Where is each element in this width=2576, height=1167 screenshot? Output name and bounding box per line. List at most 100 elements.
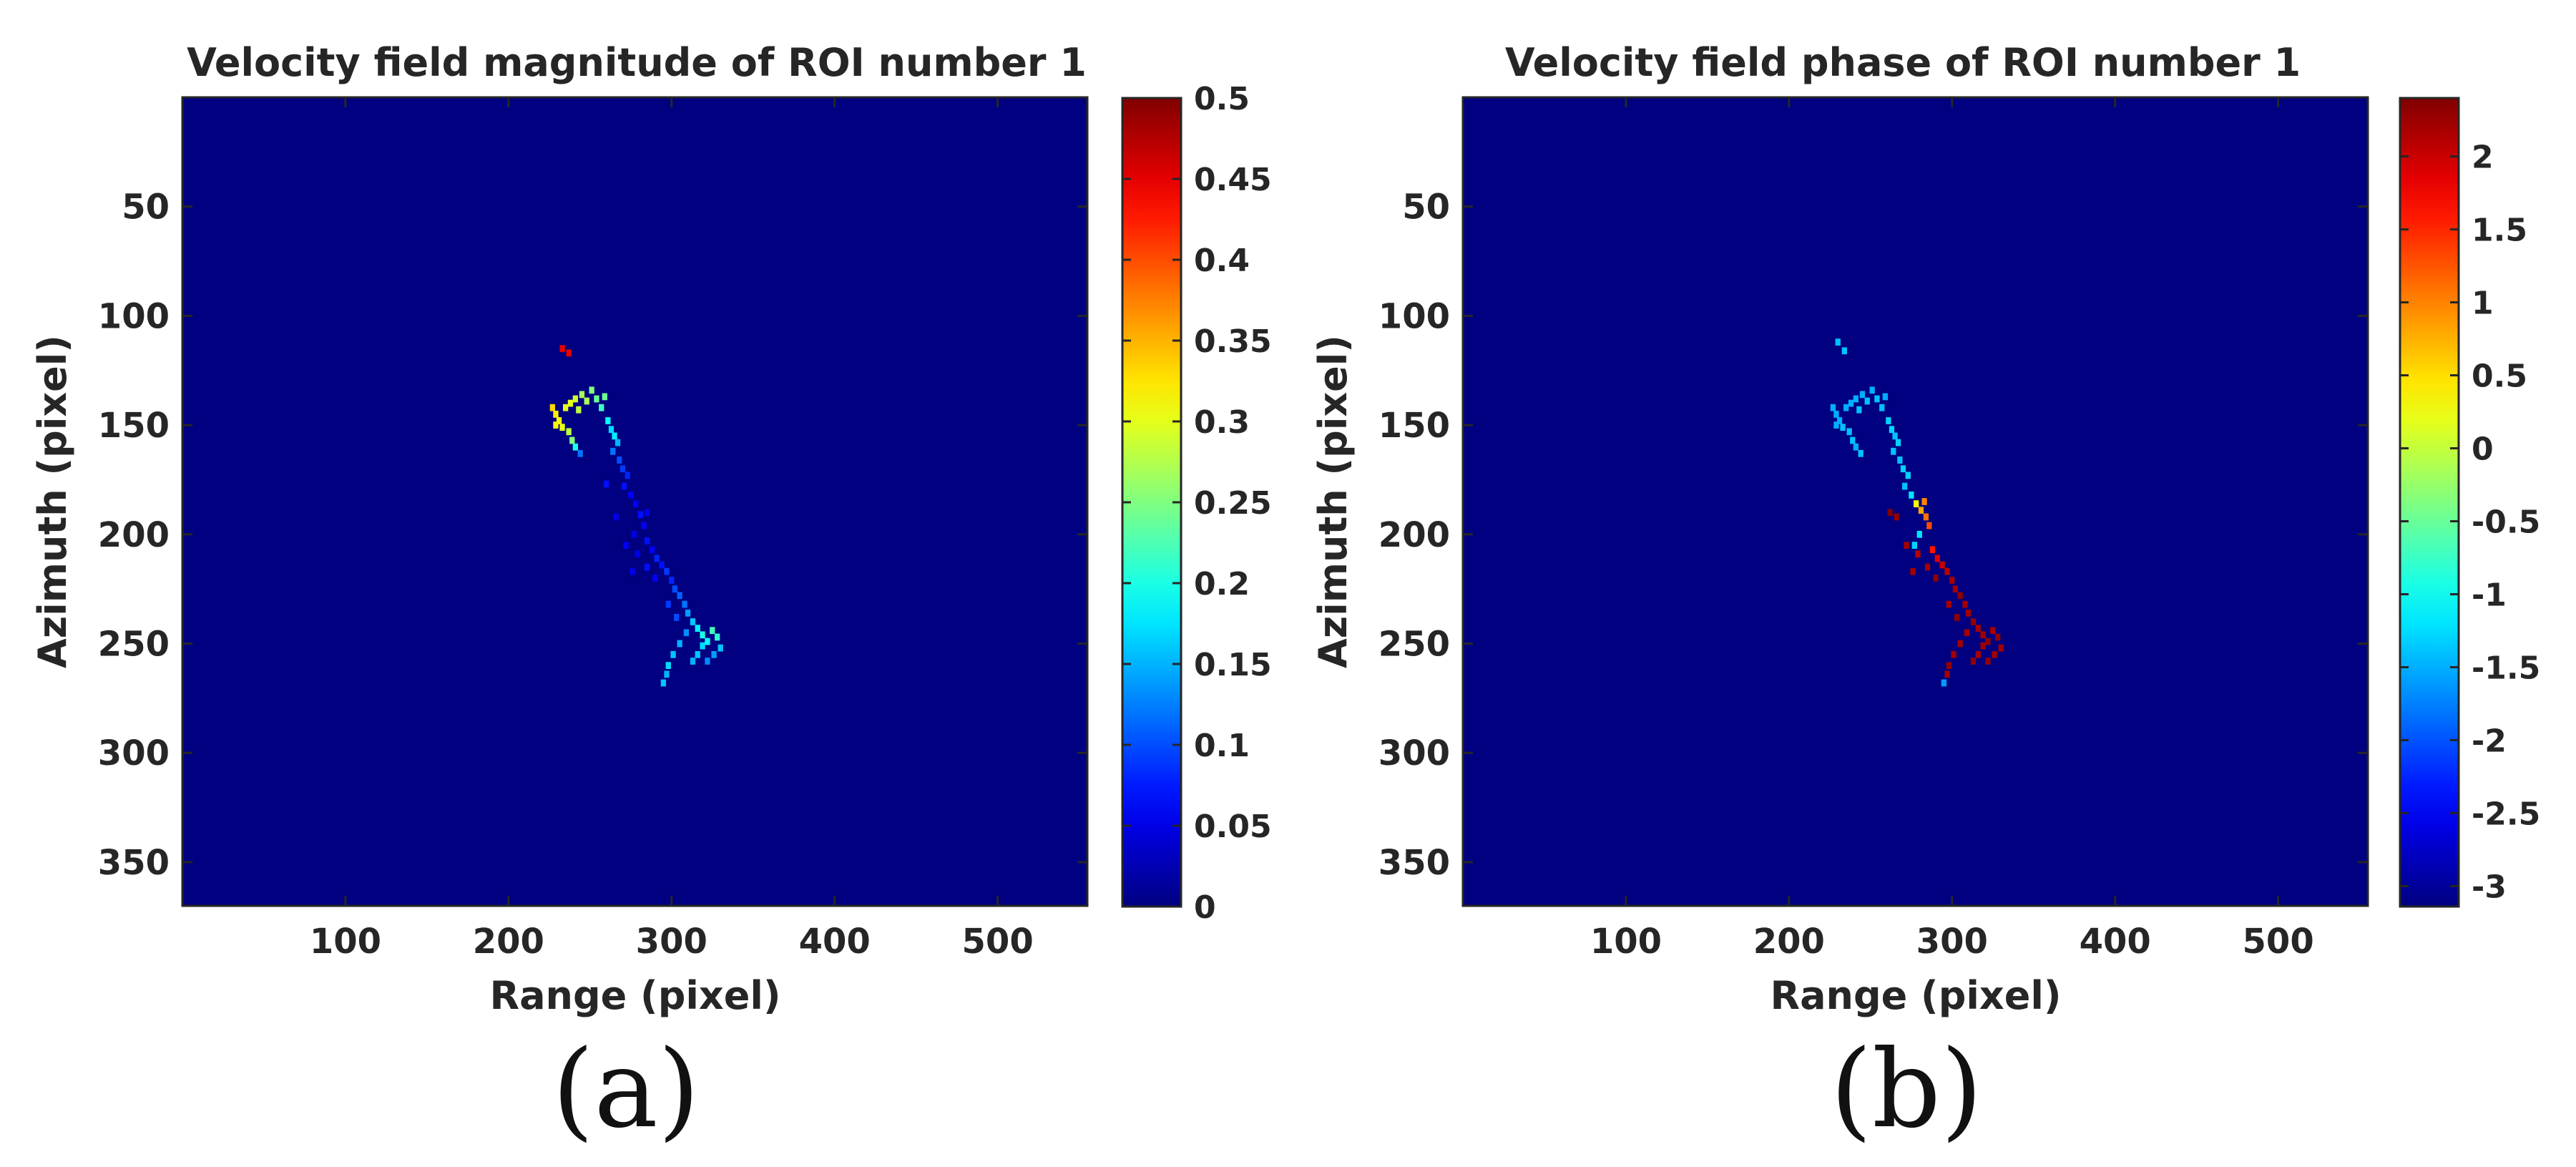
data-point — [1879, 404, 1885, 411]
data-point — [1833, 411, 1839, 418]
panel-a-y-ticks: 50 100 150 200 250 300 350 — [98, 187, 1087, 883]
data-point — [1858, 449, 1864, 457]
data-point — [705, 658, 710, 665]
colorbar-tick-label: 0 — [1194, 889, 1216, 926]
colorbar-tick-label: 0.1 — [1194, 728, 1250, 764]
data-point — [1934, 555, 1940, 562]
data-point — [644, 563, 650, 571]
data-point — [1995, 633, 2001, 641]
data-point — [1914, 500, 1919, 507]
data-point — [1889, 426, 1895, 434]
colorbar-tick-label: 0.5 — [1194, 81, 1250, 117]
data-point — [641, 522, 647, 529]
colorbar-tick-label: 2 — [2472, 140, 2494, 176]
data-point — [1975, 625, 1981, 632]
data-point — [669, 577, 675, 584]
y-tick-label: 300 — [98, 733, 170, 773]
panel-a-title: Velocity field magnitude of ROI number 1 — [187, 40, 1087, 85]
data-point — [1964, 629, 1969, 637]
data-point — [1902, 482, 1908, 490]
data-point — [674, 614, 680, 621]
data-point — [1957, 592, 1963, 600]
data-point — [705, 638, 710, 645]
data-point — [683, 629, 689, 637]
data-point — [1944, 567, 1950, 575]
data-point — [553, 421, 559, 429]
data-point — [630, 567, 635, 575]
y-tick-label: 150 — [98, 406, 170, 446]
panel-b-x-axis-label: Range (pixel) — [1770, 973, 2061, 1018]
data-point — [654, 555, 660, 562]
data-point — [1923, 513, 1929, 521]
panel-a-y-axis-label: Azimuth (pixel) — [30, 335, 75, 668]
data-point — [1909, 492, 1914, 499]
data-point — [690, 618, 696, 625]
data-point — [685, 609, 691, 617]
data-point — [670, 650, 676, 658]
data-point — [1992, 650, 1997, 658]
data-point — [576, 406, 582, 414]
data-point — [1980, 631, 1986, 639]
data-point — [549, 404, 555, 411]
data-point — [718, 644, 723, 652]
data-point — [1853, 443, 1858, 451]
data-point — [1869, 386, 1875, 394]
data-point — [623, 542, 629, 549]
data-point — [572, 395, 578, 403]
data-point — [1887, 509, 1893, 517]
data-point — [665, 600, 671, 608]
data-point — [1891, 447, 1896, 455]
panel-b-colorbar: -3 -2.5 -2 -1.5 -1 -0.5 0 0.5 1 1.5 2 — [2399, 97, 2540, 908]
data-point — [1970, 618, 1977, 625]
data-point — [566, 349, 572, 357]
data-point — [1897, 456, 1903, 464]
colorbar-tick-label: 0.05 — [1194, 809, 1272, 845]
data-point — [637, 511, 644, 519]
data-point — [1921, 498, 1927, 505]
data-point — [1894, 513, 1899, 521]
data-point — [613, 513, 619, 521]
data-point — [711, 650, 717, 658]
x-tick-label: 100 — [310, 922, 381, 962]
data-point — [633, 500, 639, 507]
panel-b-data-points — [1830, 338, 2004, 687]
data-point — [1905, 472, 1911, 479]
data-point — [610, 447, 616, 455]
panel-b-colorbar-gradient — [2399, 97, 2460, 908]
data-point — [569, 436, 575, 444]
data-point — [1944, 670, 1950, 678]
data-point — [1833, 421, 1839, 429]
x-tick-label: 200 — [1753, 922, 1825, 962]
data-point — [1985, 638, 1991, 645]
data-point — [1926, 522, 1932, 529]
data-point — [1933, 575, 1939, 582]
data-point — [1918, 507, 1924, 514]
x-tick-label: 400 — [2080, 922, 2151, 962]
data-point — [1846, 428, 1852, 436]
data-point — [664, 670, 670, 678]
y-tick-label: 100 — [1378, 296, 1450, 336]
data-point — [579, 391, 585, 399]
colorbar-tick-label: 0.25 — [1194, 485, 1272, 522]
x-tick-label: 300 — [1916, 922, 1988, 962]
y-tick-label: 300 — [1378, 733, 1450, 773]
data-point — [1952, 585, 1958, 593]
data-point — [559, 424, 565, 431]
y-tick-label: 50 — [1402, 187, 1450, 228]
data-point — [1864, 397, 1870, 405]
panel-b-axes-frame — [1461, 96, 2369, 907]
colorbar-tick-label: 0.15 — [1194, 647, 1272, 683]
colorbar-tick-label: 0.5 — [2472, 358, 2527, 395]
data-point — [695, 650, 700, 658]
data-point — [599, 404, 604, 411]
colorbar-tick-label: -1.5 — [2472, 650, 2540, 686]
data-point — [1848, 399, 1854, 407]
data-point — [622, 482, 627, 490]
data-point — [1836, 417, 1843, 424]
colorbar-tick-label: -2.5 — [2472, 796, 2540, 832]
data-point — [690, 658, 696, 665]
data-point — [1900, 465, 1906, 473]
data-point — [559, 345, 565, 353]
data-point — [710, 627, 715, 635]
